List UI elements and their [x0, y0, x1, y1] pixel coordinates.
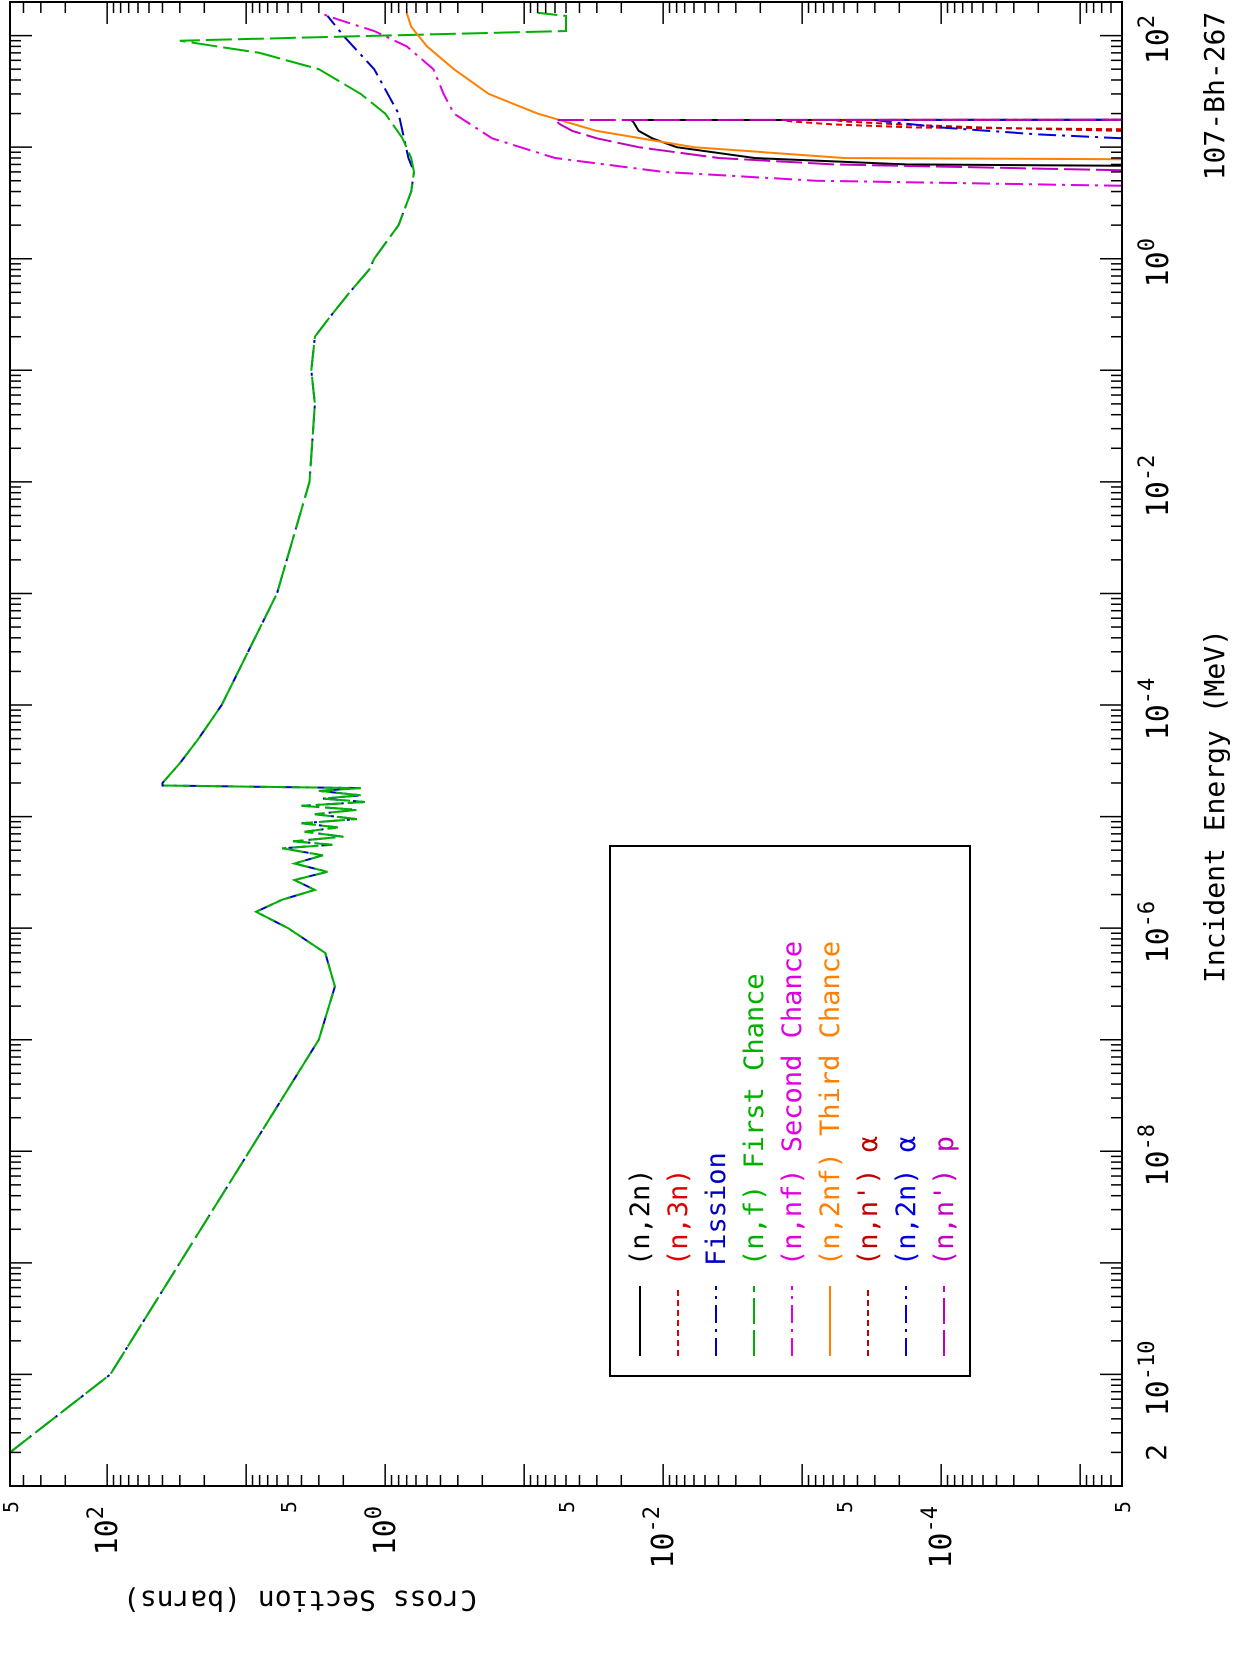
- series-line-4: [9, 11, 567, 1454]
- axis-labels: Incident Energy (MeV) Cross Section (bar…: [0, 12, 1231, 1617]
- y-tick-label: 10-4: [918, 1506, 959, 1569]
- legend-entry-9: (n,n') p: [929, 1136, 960, 1266]
- y-minor-tick-label: 5: [1111, 1501, 1135, 1513]
- legend-entry-4: (n,f) First Chance: [739, 973, 770, 1266]
- y-minor-tick-label: 5: [0, 1501, 23, 1513]
- legend-entry-1: (n,2n): [625, 1168, 656, 1266]
- y-tick-label: 102: [84, 1506, 125, 1555]
- x-tick-label: 10-2: [1135, 455, 1176, 518]
- series-line-9: [552, 118, 1123, 172]
- x-tick-label: 10-10: [1135, 1340, 1176, 1416]
- series-line-7: [832, 118, 1123, 132]
- legend: (n,2n) (n,3n) Fission (n,f) First Chance (n,…: [609, 845, 971, 1377]
- x-tick-label: 100: [1135, 238, 1176, 287]
- y-minor-tick-label: 5: [277, 1501, 301, 1513]
- series-line-5: [318, 11, 1123, 187]
- legend-entry-3: Fission: [701, 1152, 732, 1266]
- x-tick-label: 102: [1135, 15, 1176, 64]
- series-line-3: [9, 15, 416, 1454]
- x-tick-label: 10-4: [1135, 678, 1176, 741]
- y-tick-label: 100: [362, 1506, 403, 1555]
- chart-title: 107-Bh-267: [1198, 12, 1231, 181]
- y-minor-tick-label: 5: [833, 1501, 857, 1513]
- legend-entry-2: (n,3n): [663, 1168, 694, 1266]
- x-tick-label-corner: 2: [1140, 1444, 1173, 1461]
- legend-entry-5: (n,nf) Second Chance: [777, 941, 808, 1266]
- y-tick-label: 10-2: [640, 1506, 681, 1569]
- legend-entry-8: (n,2n) α: [891, 1136, 922, 1266]
- legend-entry-6: (n,2nf) Third Chance: [815, 941, 846, 1266]
- x-tick-label: 10-6: [1135, 901, 1176, 964]
- plot-area: [9, 11, 1123, 1454]
- legend-entry-7: (n,n') α: [853, 1136, 884, 1266]
- y-axis-label: Cross Section (barns): [123, 1584, 477, 1617]
- series-line-6: [405, 12, 1123, 161]
- x-axis-label: Incident Energy (MeV): [1198, 629, 1231, 983]
- x-tick-label: 10-8: [1135, 1124, 1176, 1187]
- axis-ticks: [9, 1, 1122, 1487]
- y-minor-tick-label: 5: [555, 1501, 579, 1513]
- legend-box: [609, 845, 971, 1377]
